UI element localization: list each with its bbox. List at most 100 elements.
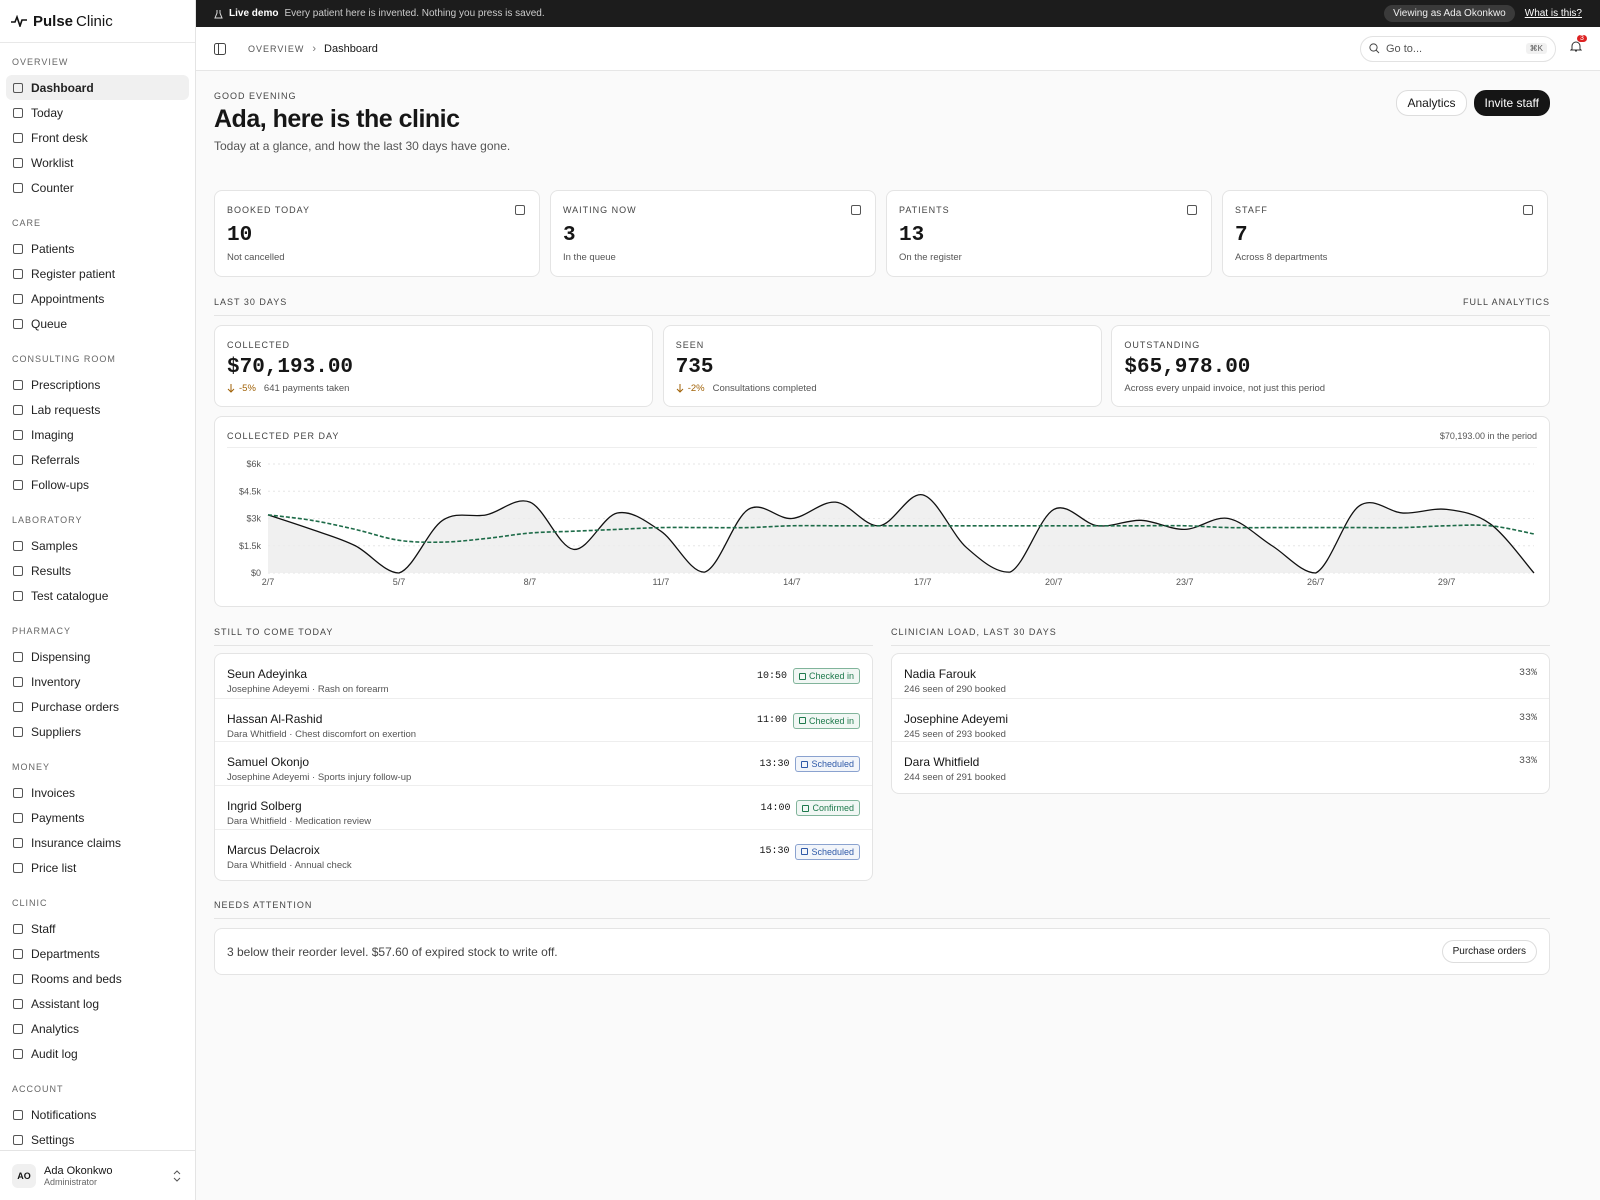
- analytics-button[interactable]: Analytics: [1396, 90, 1467, 116]
- eyebrow: GOOD EVENING: [214, 91, 297, 101]
- period-card: COLLECTED $70,193.00 -5% 641 payments taken: [214, 325, 653, 407]
- topbar: OVERVIEW › Dashboard Go to... ⌘K 3: [196, 27, 1600, 71]
- period-value: $70,193.00: [227, 356, 354, 379]
- purchase-orders-button[interactable]: Purchase orders: [1441, 940, 1537, 963]
- nav-item[interactable]: Follow-ups: [6, 472, 189, 497]
- viewing-as[interactable]: Viewing as Ada Okonkwo: [1384, 5, 1515, 22]
- nav-icon: [13, 787, 23, 798]
- nav-label: Departments: [31, 946, 100, 961]
- search-placeholder: Go to...: [1386, 42, 1423, 55]
- full-analytics[interactable]: FULL ANALYTICS: [1462, 297, 1550, 307]
- period-label: OUTSTANDING: [1124, 340, 1201, 350]
- nav-label: Staff: [31, 921, 56, 936]
- stat-value: 3: [563, 224, 576, 247]
- nav-item[interactable]: Suppliers: [6, 719, 189, 744]
- nav-item[interactable]: Today: [6, 100, 189, 125]
- nav-item[interactable]: Results: [6, 558, 189, 583]
- nav-item[interactable]: Invoices: [6, 780, 189, 805]
- schedule-row[interactable]: Samuel Okonjo Josephine Adeyemi · Sports …: [215, 741, 872, 785]
- nav-item[interactable]: Patients: [6, 236, 189, 261]
- stat-icon: [1187, 205, 1197, 215]
- x-tick-label: 5/7: [393, 577, 406, 587]
- nav-item[interactable]: Referrals: [6, 447, 189, 472]
- nav-item[interactable]: Dispensing: [6, 644, 189, 669]
- nav-item[interactable]: Price list: [6, 855, 189, 880]
- nav-icon: [13, 726, 23, 737]
- nav-item[interactable]: Analytics: [6, 1016, 189, 1041]
- status-icon: [802, 804, 810, 812]
- stat-card: WAITING NOW 3 In the queue: [550, 190, 876, 277]
- row-right: 11:00 Checked in: [757, 712, 860, 729]
- stat-label: BOOKED TODAY: [227, 205, 311, 215]
- nav-section: CARE: [12, 218, 42, 228]
- breadcrumb[interactable]: OVERVIEW: [248, 43, 305, 54]
- y-tick-label: $6k: [246, 459, 261, 469]
- section-heading: LAST 30 DAYS FULL ANALYTICS: [214, 297, 1550, 316]
- nav-item[interactable]: Purchase orders: [6, 694, 189, 719]
- schedule-row[interactable]: Seun Adeyinka Josephine Adeyemi · Rash on…: [215, 654, 872, 698]
- appointment-detail: Josephine Adeyemi · Sports injury follow…: [227, 772, 412, 784]
- nav-item[interactable]: Settings: [6, 1127, 189, 1150]
- nav-item[interactable]: Worklist: [6, 150, 189, 175]
- nav-item[interactable]: Register patient: [6, 261, 189, 286]
- nav-icon: [13, 565, 23, 576]
- nav-item[interactable]: Counter: [6, 175, 189, 200]
- nav-item[interactable]: Lab requests: [6, 397, 189, 422]
- nav-item[interactable]: Appointments: [6, 286, 189, 311]
- nav-icon: [13, 651, 23, 662]
- user[interactable]: AO Ada Okonkwo Administrator: [0, 1150, 195, 1200]
- clinician-detail: 246 seen of 290 booked: [904, 684, 1006, 695]
- nav-item[interactable]: Samples: [6, 533, 189, 558]
- nav-item[interactable]: Audit log: [6, 1041, 189, 1066]
- period-value: 735: [675, 356, 714, 379]
- period-title: LAST 30 DAYS: [214, 297, 288, 307]
- nav-item[interactable]: Front desk: [6, 125, 189, 150]
- banner-label: Live demo: [229, 8, 279, 19]
- nav-icon: [13, 182, 23, 193]
- nav-item[interactable]: Rooms and beds: [6, 966, 189, 991]
- nav-icon: [13, 82, 23, 93]
- period-card: SEEN 735 -2% Consultations completed: [662, 325, 1102, 407]
- time: 10:50: [756, 670, 787, 682]
- nav-item[interactable]: Imaging: [6, 422, 189, 447]
- section-heading: STILL TO COME TODAY: [214, 627, 873, 646]
- search[interactable]: Go to... ⌘K: [1360, 35, 1556, 62]
- chart-title: COLLECTED PER DAY: [227, 431, 340, 441]
- status-badge: Scheduled: [795, 756, 860, 773]
- nav-item[interactable]: Assistant log: [6, 991, 189, 1016]
- notifications[interactable]: 3: [1569, 34, 1587, 58]
- nav-item[interactable]: Insurance claims: [6, 830, 189, 855]
- period-foot: Across every unpaid invoice, not just th…: [1124, 383, 1537, 394]
- nav-item[interactable]: Queue: [6, 311, 189, 336]
- patient-name: Ingrid Solberg: [227, 799, 302, 814]
- nav-item[interactable]: Departments: [6, 941, 189, 966]
- logo: [11, 15, 27, 27]
- status-icon: [801, 760, 809, 768]
- status-badge: Checked in: [792, 668, 860, 684]
- nav-item[interactable]: Inventory: [6, 669, 189, 694]
- nav-label: Invoices: [31, 785, 76, 800]
- user-role: Administrator: [44, 1176, 98, 1187]
- appointment-detail: Josephine Adeyemi · Rash on forearm: [227, 684, 389, 695]
- nav-section: OVERVIEW: [12, 57, 69, 67]
- invite-button[interactable]: Invite staff: [1473, 90, 1550, 116]
- status-text: Scheduled: [811, 759, 854, 770]
- nav-item[interactable]: Payments: [6, 805, 189, 830]
- status-icon: [801, 848, 809, 856]
- schedule-row[interactable]: Hassan Al-Rashid Dara Whitfield · Chest d…: [215, 697, 872, 742]
- nav-item[interactable]: Notifications: [6, 1102, 189, 1127]
- flask-icon: [214, 9, 223, 18]
- nav-item[interactable]: Dashboard: [6, 75, 189, 100]
- schedule-row[interactable]: Ingrid Solberg Dara Whitfield · Medicatio…: [215, 785, 872, 829]
- nav-item[interactable]: Prescriptions: [6, 372, 189, 397]
- sidebar-toggle[interactable]: [214, 42, 226, 55]
- schedule-row[interactable]: Marcus Delacroix Dara Whitfield · Annual …: [215, 828, 872, 873]
- nav-item[interactable]: Staff: [6, 916, 189, 941]
- what-link[interactable]: What is this?: [1524, 8, 1582, 19]
- status-text: Confirmed: [812, 803, 854, 814]
- status-icon: [798, 717, 806, 725]
- clinician-name: Dara Whitfield: [904, 755, 980, 770]
- period-label: SEEN: [675, 340, 705, 350]
- nav-item[interactable]: Test catalogue: [6, 583, 189, 608]
- nav-label: Queue: [31, 316, 68, 331]
